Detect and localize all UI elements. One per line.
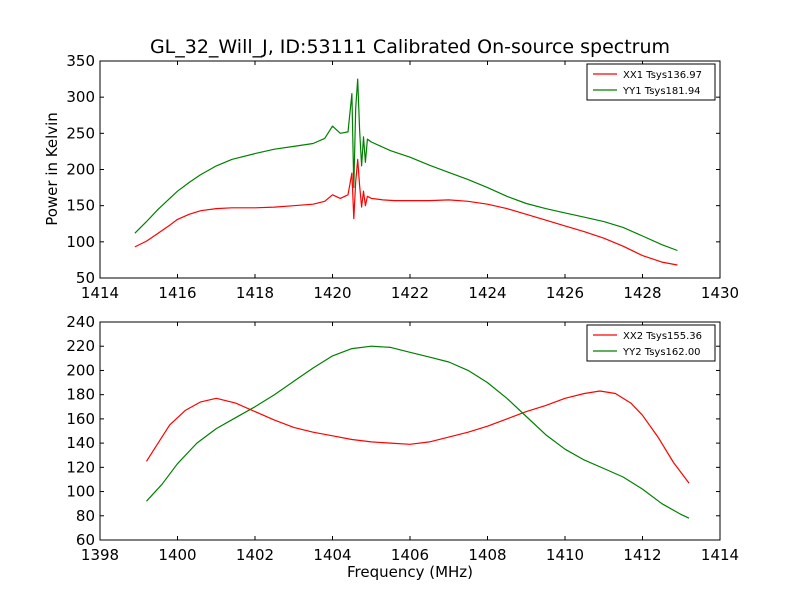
x-tick-label: 1408 (468, 546, 506, 564)
x-tick-label: 1426 (546, 284, 584, 302)
y-tick-label: 100 (66, 233, 95, 251)
x-tick-label: 1400 (158, 546, 196, 564)
y-tick-label: 160 (66, 410, 95, 428)
y-tick-label: 150 (66, 197, 95, 215)
bottom-series-2-line (146, 345, 690, 519)
y-tick-label: 300 (66, 88, 95, 106)
x-tick-label: 1398 (81, 546, 119, 564)
y-tick-label: 240 (66, 313, 95, 331)
y-tick-label: 250 (66, 124, 95, 142)
y-tick-label: 60 (76, 531, 95, 549)
bottom-panel-xlabel: Frequency (MHz) (347, 563, 473, 581)
y-tick-label: 220 (66, 337, 95, 355)
top-series-1-line (134, 158, 678, 266)
top-panel: Power in Kelvin 1414 1416 1418 1420 1422 1424… (43, 52, 739, 302)
x-tick-label: 1430 (701, 284, 739, 302)
y-tick-label: 180 (66, 386, 95, 404)
bottom-series-1-line (145, 390, 690, 484)
x-tick-label: 1422 (391, 284, 429, 302)
y-tick-label: 80 (76, 507, 95, 525)
x-tick-label: 1410 (546, 546, 584, 564)
bottom-legend-entry: XX2 Tsys155.36 (623, 331, 702, 342)
x-tick-label: 1404 (313, 546, 351, 564)
top-legend (586, 63, 716, 101)
x-tick-label: 1424 (468, 284, 506, 302)
x-tick-label: 1414 (81, 284, 119, 302)
bottom-panel: Frequency (MHz) 1398 1400 1402 1404 1406 1408… (66, 313, 739, 581)
bottom-legend-entry: YY2 Tsys162.00 (622, 347, 701, 358)
y-tick-label: 200 (66, 161, 95, 179)
y-tick-label: 100 (66, 483, 95, 501)
x-tick-label: 1402 (236, 546, 274, 564)
top-series-2-line (134, 78, 678, 252)
x-tick-label: 1406 (391, 546, 429, 564)
x-tick-label: 1418 (236, 284, 274, 302)
x-tick-label: 1420 (313, 284, 351, 302)
top-legend-entry: YY1 Tsys181.94 (622, 86, 701, 97)
x-tick-label: 1414 (701, 546, 739, 564)
x-tick-label: 1416 (158, 284, 196, 302)
y-tick-label: 200 (66, 361, 95, 379)
top-legend-entry: XX1 Tsys136.97 (623, 70, 702, 81)
bottom-legend (586, 324, 716, 362)
figure-title: GL_32_Will_J, ID:53111 Calibrated On-sou… (150, 36, 670, 58)
top-panel-ylabel: Power in Kelvin (43, 112, 61, 226)
y-tick-label: 140 (66, 434, 95, 452)
x-tick-label: 1412 (623, 546, 661, 564)
y-tick-label: 50 (76, 269, 95, 287)
y-tick-label: 350 (66, 52, 95, 70)
x-tick-label: 1428 (623, 284, 661, 302)
y-tick-label: 120 (66, 458, 95, 476)
